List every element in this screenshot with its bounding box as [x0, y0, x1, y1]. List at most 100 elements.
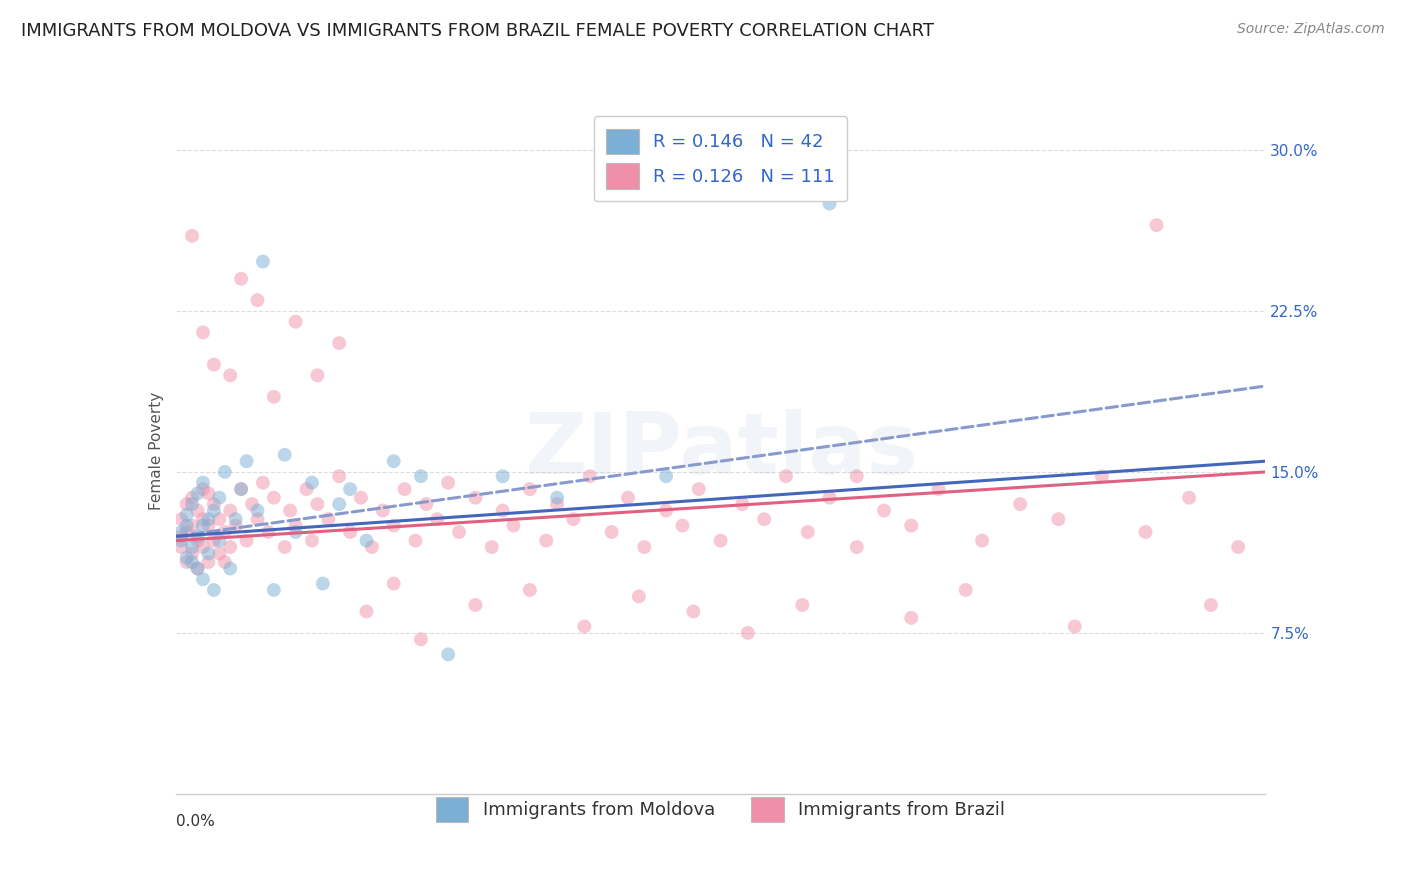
- Point: [792, 598, 814, 612]
- Point: [307, 497, 329, 511]
- Point: [797, 524, 820, 539]
- Point: [214, 524, 236, 539]
- Point: [519, 582, 541, 597]
- Point: [492, 469, 515, 483]
- Legend: Immigrants from Moldova, Immigrants from Brazil: Immigrants from Moldova, Immigrants from…: [425, 786, 1017, 833]
- Point: [1010, 497, 1032, 511]
- Point: [263, 582, 285, 597]
- Point: [246, 503, 269, 517]
- Point: [186, 503, 209, 517]
- Point: [225, 518, 247, 533]
- Point: [219, 540, 242, 554]
- Point: [252, 475, 274, 490]
- Point: [970, 533, 993, 548]
- Point: [1227, 540, 1250, 554]
- Point: [191, 518, 214, 533]
- Point: [426, 512, 449, 526]
- Point: [900, 518, 922, 533]
- Point: [284, 315, 307, 329]
- Point: [928, 482, 950, 496]
- Point: [737, 626, 759, 640]
- Point: [464, 598, 486, 612]
- Point: [307, 368, 329, 383]
- Point: [534, 533, 557, 548]
- Point: [415, 497, 437, 511]
- Point: [252, 254, 274, 268]
- Point: [235, 454, 257, 468]
- Point: [197, 518, 219, 533]
- Point: [263, 390, 285, 404]
- Point: [208, 546, 231, 561]
- Point: [191, 475, 214, 490]
- Point: [181, 540, 204, 554]
- Point: [731, 497, 754, 511]
- Point: [328, 336, 350, 351]
- Point: [197, 555, 219, 569]
- Point: [339, 524, 361, 539]
- Point: [356, 533, 378, 548]
- Point: [197, 486, 219, 500]
- Point: [350, 491, 373, 505]
- Point: [170, 533, 193, 548]
- Point: [197, 546, 219, 561]
- Point: [382, 518, 405, 533]
- Point: [219, 503, 242, 517]
- Point: [191, 540, 214, 554]
- Point: [360, 540, 382, 554]
- Point: [191, 326, 214, 340]
- Point: [170, 512, 193, 526]
- Point: [356, 604, 378, 618]
- Point: [208, 512, 231, 526]
- Point: [301, 533, 323, 548]
- Point: [176, 555, 198, 569]
- Point: [409, 469, 432, 483]
- Point: [176, 550, 198, 565]
- Point: [318, 512, 340, 526]
- Point: [394, 482, 416, 496]
- Y-axis label: Female Poverty: Female Poverty: [149, 392, 165, 509]
- Point: [775, 469, 797, 483]
- Point: [464, 491, 486, 505]
- Text: Source: ZipAtlas.com: Source: ZipAtlas.com: [1237, 22, 1385, 37]
- Point: [633, 540, 655, 554]
- Point: [176, 518, 198, 533]
- Point: [845, 540, 868, 554]
- Point: [197, 512, 219, 526]
- Point: [191, 572, 214, 586]
- Point: [202, 582, 225, 597]
- Point: [328, 497, 350, 511]
- Point: [219, 368, 242, 383]
- Point: [219, 561, 242, 575]
- Point: [176, 508, 198, 522]
- Point: [546, 491, 568, 505]
- Point: [274, 448, 297, 462]
- Point: [181, 555, 204, 569]
- Point: [181, 491, 204, 505]
- Point: [202, 503, 225, 517]
- Point: [231, 482, 253, 496]
- Point: [181, 518, 204, 533]
- Point: [574, 619, 596, 633]
- Point: [170, 529, 193, 543]
- Point: [202, 533, 225, 548]
- Point: [688, 482, 710, 496]
- Text: ZIPatlas: ZIPatlas: [523, 409, 918, 492]
- Point: [382, 576, 405, 591]
- Point: [492, 503, 515, 517]
- Point: [873, 503, 896, 517]
- Point: [284, 518, 307, 533]
- Point: [562, 512, 585, 526]
- Point: [181, 546, 204, 561]
- Point: [900, 611, 922, 625]
- Point: [257, 524, 280, 539]
- Point: [955, 582, 977, 597]
- Point: [176, 497, 198, 511]
- Point: [1135, 524, 1157, 539]
- Text: IMMIGRANTS FROM MOLDOVA VS IMMIGRANTS FROM BRAZIL FEMALE POVERTY CORRELATION CHA: IMMIGRANTS FROM MOLDOVA VS IMMIGRANTS FR…: [21, 22, 934, 40]
- Point: [240, 497, 263, 511]
- Point: [214, 555, 236, 569]
- Point: [371, 503, 394, 517]
- Point: [382, 454, 405, 468]
- Point: [186, 486, 209, 500]
- Point: [546, 497, 568, 511]
